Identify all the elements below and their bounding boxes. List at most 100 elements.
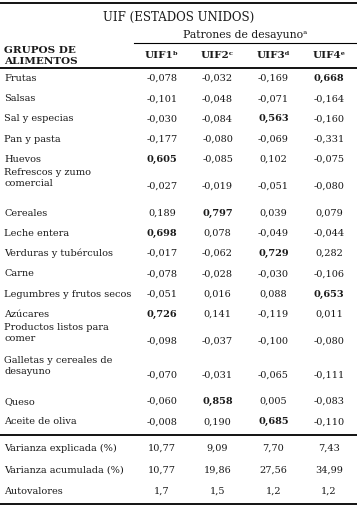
Text: 0,282: 0,282 <box>315 249 343 258</box>
Text: 0,141: 0,141 <box>203 310 232 319</box>
Text: -0,080: -0,080 <box>202 135 233 144</box>
Text: 7,43: 7,43 <box>318 444 340 453</box>
Text: -0,160: -0,160 <box>313 114 345 123</box>
Text: 0,016: 0,016 <box>204 290 231 299</box>
Text: -0,078: -0,078 <box>146 74 177 83</box>
Text: 0,189: 0,189 <box>148 209 176 218</box>
Text: 0,190: 0,190 <box>204 417 231 426</box>
Text: Verduras y tubérculos: Verduras y tubérculos <box>4 249 113 259</box>
Text: -0,164: -0,164 <box>313 94 345 103</box>
Text: 0,102: 0,102 <box>260 155 287 164</box>
Text: Frutas: Frutas <box>4 74 37 83</box>
Text: -0,331: -0,331 <box>313 135 345 144</box>
Text: -0,080: -0,080 <box>314 337 345 346</box>
Text: 1,2: 1,2 <box>266 487 281 496</box>
Text: -0,019: -0,019 <box>202 182 233 191</box>
Text: -0,110: -0,110 <box>313 417 345 426</box>
Text: -0,098: -0,098 <box>146 337 177 346</box>
Text: Azúcares: Azúcares <box>4 310 49 319</box>
Text: -0,119: -0,119 <box>258 310 289 319</box>
Text: 0,078: 0,078 <box>204 229 231 238</box>
Text: -0,044: -0,044 <box>313 229 345 238</box>
Text: 0,729: 0,729 <box>258 249 289 258</box>
Text: Patrones de desayunoᵃ: Patrones de desayunoᵃ <box>183 30 308 40</box>
Text: -0,069: -0,069 <box>258 135 289 144</box>
Text: 19,86: 19,86 <box>204 465 231 474</box>
Text: Galletas y cereales de
desayuno: Galletas y cereales de desayuno <box>4 357 113 376</box>
Text: -0,008: -0,008 <box>146 417 177 426</box>
Text: 10,77: 10,77 <box>148 465 176 474</box>
Text: -0,027: -0,027 <box>146 182 177 191</box>
Text: -0,080: -0,080 <box>314 182 345 191</box>
Text: Leche entera: Leche entera <box>4 229 69 238</box>
Text: 0,685: 0,685 <box>258 417 289 426</box>
Text: Varianza acumulada (%): Varianza acumulada (%) <box>4 465 124 474</box>
Text: Huevos: Huevos <box>4 155 41 164</box>
Text: -0,028: -0,028 <box>202 269 233 278</box>
Text: Legumbres y frutos secos: Legumbres y frutos secos <box>4 290 132 299</box>
Text: -0,051: -0,051 <box>258 182 289 191</box>
Text: 1,5: 1,5 <box>210 487 225 496</box>
Text: UIF (ESTADOS UNIDOS): UIF (ESTADOS UNIDOS) <box>103 11 254 24</box>
Text: -0,037: -0,037 <box>202 337 233 346</box>
Text: 0,698: 0,698 <box>146 229 177 238</box>
Text: UIF3ᵈ: UIF3ᵈ <box>256 51 290 60</box>
Text: 0,668: 0,668 <box>314 74 345 83</box>
Text: 0,011: 0,011 <box>315 310 343 319</box>
Text: 34,99: 34,99 <box>315 465 343 474</box>
Text: GRUPOS DE
ALIMENTOS: GRUPOS DE ALIMENTOS <box>4 46 78 66</box>
Text: Varianza explicada (%): Varianza explicada (%) <box>4 444 117 453</box>
Text: -0,111: -0,111 <box>313 370 345 379</box>
Text: Carne: Carne <box>4 269 34 278</box>
Text: 27,56: 27,56 <box>260 465 287 474</box>
Text: -0,049: -0,049 <box>258 229 289 238</box>
Text: UIF4ᵉ: UIF4ᵉ <box>312 51 346 60</box>
Text: 9,09: 9,09 <box>207 444 228 453</box>
Text: -0,075: -0,075 <box>313 155 345 164</box>
Text: 0,653: 0,653 <box>314 290 345 299</box>
Text: 0,605: 0,605 <box>146 155 177 164</box>
Text: -0,031: -0,031 <box>202 370 233 379</box>
Text: Aceite de oliva: Aceite de oliva <box>4 417 77 426</box>
Text: Autovalores: Autovalores <box>4 487 63 496</box>
Text: -0,060: -0,060 <box>146 397 177 406</box>
Text: 1,7: 1,7 <box>154 487 170 496</box>
Text: 0,039: 0,039 <box>260 209 287 218</box>
Text: Cereales: Cereales <box>4 209 47 218</box>
Text: -0,106: -0,106 <box>313 269 345 278</box>
Text: Productos listos para
comer: Productos listos para comer <box>4 323 109 343</box>
Text: -0,048: -0,048 <box>202 94 233 103</box>
Text: -0,078: -0,078 <box>146 269 177 278</box>
Text: -0,032: -0,032 <box>202 74 233 83</box>
Text: 0,797: 0,797 <box>202 209 233 218</box>
Text: -0,071: -0,071 <box>258 94 289 103</box>
Text: UIF2ᶜ: UIF2ᶜ <box>201 51 234 60</box>
Text: Refrescos y zumo
comercial: Refrescos y zumo comercial <box>4 168 91 188</box>
Text: -0,177: -0,177 <box>146 135 177 144</box>
Text: 0,726: 0,726 <box>146 310 177 319</box>
Text: UIF1ᵇ: UIF1ᵇ <box>145 51 179 60</box>
Text: 7,70: 7,70 <box>262 444 284 453</box>
Text: -0,169: -0,169 <box>258 74 289 83</box>
Text: -0,062: -0,062 <box>202 249 233 258</box>
Text: -0,083: -0,083 <box>313 397 345 406</box>
Text: -0,051: -0,051 <box>146 290 177 299</box>
Text: -0,085: -0,085 <box>202 155 233 164</box>
Text: 0,005: 0,005 <box>260 397 287 406</box>
Text: -0,030: -0,030 <box>258 269 289 278</box>
Text: 10,77: 10,77 <box>148 444 176 453</box>
Text: 1,2: 1,2 <box>321 487 337 496</box>
Text: -0,101: -0,101 <box>146 94 177 103</box>
Text: Sal y especias: Sal y especias <box>4 114 74 123</box>
Text: Queso: Queso <box>4 397 35 406</box>
Text: -0,065: -0,065 <box>258 370 289 379</box>
Text: -0,030: -0,030 <box>146 114 177 123</box>
Text: -0,070: -0,070 <box>146 370 177 379</box>
Text: Pan y pasta: Pan y pasta <box>4 135 61 144</box>
Text: Salsas: Salsas <box>4 94 36 103</box>
Text: -0,100: -0,100 <box>258 337 289 346</box>
Text: -0,084: -0,084 <box>202 114 233 123</box>
Text: -0,017: -0,017 <box>146 249 177 258</box>
Text: 0,079: 0,079 <box>315 209 343 218</box>
Text: 0,858: 0,858 <box>202 397 233 406</box>
